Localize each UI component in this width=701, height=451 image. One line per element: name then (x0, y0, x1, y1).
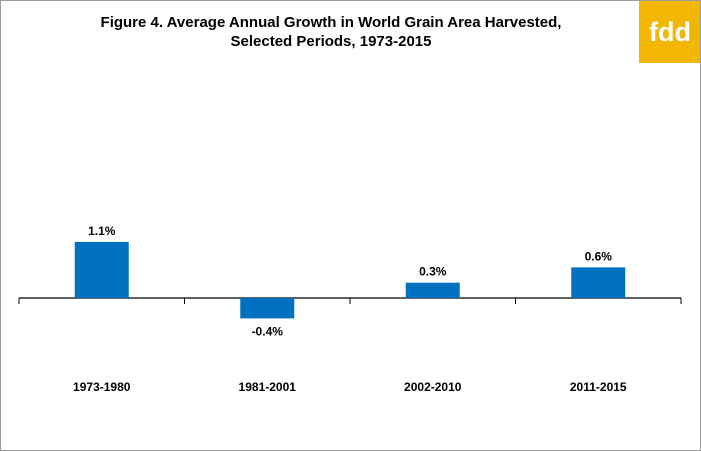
data-label-2011-2015: 0.6% (585, 249, 613, 263)
bar-1973-1980 (74, 241, 129, 298)
category-label-1981-2001: 1981-2001 (239, 380, 297, 394)
category-label-1973-1980: 1973-1980 (73, 380, 131, 394)
data-label-2002-2010: 0.3% (419, 265, 447, 279)
data-label-1981-2001: -0.4% (252, 324, 284, 338)
category-label-2002-2010: 2002-2010 (404, 380, 462, 394)
fdd-logo: fdd (639, 1, 700, 63)
category-label-2011-2015: 2011-2015 (570, 380, 627, 394)
chart-title-line-1: Figure 4. Average Annual Growth in World… (100, 14, 562, 31)
bar-1981-2001 (240, 298, 295, 319)
chart-title: Figure 4. Average Annual Growth in World… (41, 13, 621, 51)
data-label-1973-1980: 1.1% (88, 224, 116, 238)
bar-2002-2010 (405, 282, 460, 298)
chart-title-line-2: Selected Periods, 1973-2015 (230, 33, 432, 50)
bar-2011-2015 (571, 267, 626, 298)
